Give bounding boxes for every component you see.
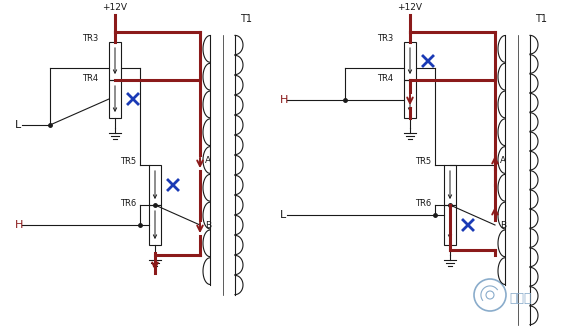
- Text: 日月辰: 日月辰: [509, 292, 532, 305]
- Text: TR5: TR5: [120, 157, 136, 166]
- Text: TR6: TR6: [120, 199, 136, 208]
- Bar: [444, 205, 456, 245]
- Bar: [404, 80, 416, 118]
- Text: TR5: TR5: [415, 157, 431, 166]
- Text: +12V: +12V: [398, 3, 423, 12]
- Text: A: A: [500, 156, 506, 165]
- Text: TR6: TR6: [415, 199, 431, 208]
- Text: +12V: +12V: [103, 3, 128, 12]
- Text: B: B: [500, 221, 506, 230]
- Text: H: H: [15, 220, 23, 230]
- Text: TR4: TR4: [377, 74, 393, 83]
- Text: B: B: [205, 221, 211, 230]
- Text: T1: T1: [240, 14, 252, 24]
- Bar: [149, 165, 161, 205]
- Text: H: H: [280, 95, 289, 105]
- Text: TR3: TR3: [82, 34, 99, 43]
- Bar: [444, 165, 456, 205]
- Bar: [404, 42, 416, 80]
- Bar: [149, 205, 161, 245]
- Text: L: L: [15, 120, 21, 130]
- Text: L: L: [280, 210, 286, 220]
- Bar: [109, 42, 121, 80]
- Text: TR3: TR3: [377, 34, 394, 43]
- Bar: [109, 80, 121, 118]
- Text: TR4: TR4: [82, 74, 98, 83]
- Text: T1: T1: [535, 14, 547, 24]
- Text: A: A: [205, 156, 211, 165]
